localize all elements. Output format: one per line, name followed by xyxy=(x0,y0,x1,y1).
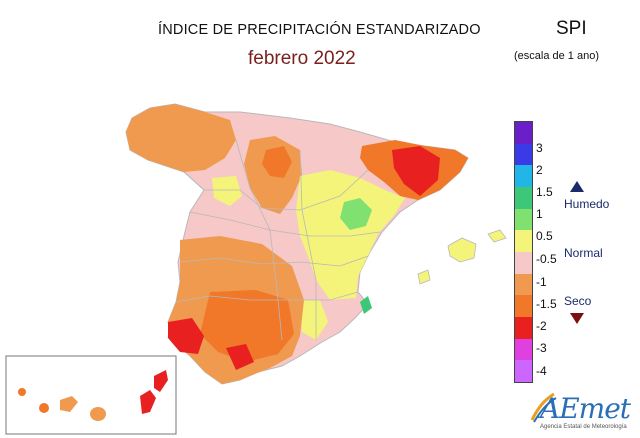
region-south-dry xyxy=(200,290,294,362)
legend-tick-minus-0-5: -0.5 xyxy=(536,252,557,266)
region-south-very-dry xyxy=(168,318,204,354)
aemet-caption: Agencia Estatal de Meteorología xyxy=(540,424,627,430)
legend-category-dry: Seco xyxy=(564,294,592,308)
region-east-wet xyxy=(340,198,372,230)
scale-note: (escala de 1 ano) xyxy=(514,50,599,62)
legend-swatch xyxy=(515,187,532,209)
province-borders xyxy=(175,139,381,341)
island-canary-4 xyxy=(90,407,106,421)
canary-inset-frame xyxy=(5,355,177,435)
legend-swatch xyxy=(515,165,532,188)
legend-tick-minus-1-5: -1.5 xyxy=(536,297,557,311)
legend-tick-0-5: 0.5 xyxy=(536,229,553,243)
region-east-normal xyxy=(296,170,405,300)
island-mallorca xyxy=(447,237,477,263)
legend-swatch xyxy=(515,338,532,361)
legend-tick-1: 1 xyxy=(536,207,543,221)
legend-tick-1-5: 1.5 xyxy=(536,185,553,199)
legend-swatch xyxy=(515,122,532,144)
legend-swatch xyxy=(515,143,532,166)
region-northwest-dry xyxy=(126,104,236,172)
legend-swatch xyxy=(515,252,532,274)
map-period: febrero 2022 xyxy=(248,48,356,69)
region-coast-wet xyxy=(360,296,372,314)
legend-color-bar xyxy=(514,121,533,383)
region-center-normal xyxy=(212,176,242,206)
map-title: ÍNDICE DE PRECIPITACIÓN ESTANDARIZADO xyxy=(158,22,481,38)
legend-swatch xyxy=(515,360,532,383)
legend-tick-minus-1: -1 xyxy=(536,275,547,289)
legend-tick-2: 2 xyxy=(536,163,543,177)
legend-swatch xyxy=(515,295,532,318)
legend-swatch xyxy=(515,317,532,339)
wet-triangle-icon xyxy=(570,181,584,192)
aemet-logo-icon xyxy=(530,392,557,423)
island-canary-5 xyxy=(140,390,156,414)
dry-triangle-icon xyxy=(570,313,584,324)
legend-category-normal: Normal xyxy=(564,246,603,260)
index-code: SPI xyxy=(556,18,587,39)
region-strait-very-dry xyxy=(226,344,254,370)
legend-swatch xyxy=(515,273,532,296)
legend-tick-minus-4: -4 xyxy=(536,364,547,378)
island-canary-1 xyxy=(18,388,26,396)
island-canary-3 xyxy=(60,396,78,412)
island-ibiza xyxy=(417,269,431,285)
aemet-wordmark: AEmet xyxy=(540,392,631,425)
island-canary-6 xyxy=(154,370,168,392)
island-menorca xyxy=(487,229,507,243)
legend-tick-3: 3 xyxy=(536,141,543,155)
legend-tick-minus-3: -3 xyxy=(536,341,547,355)
region-catalonia-very-dry xyxy=(392,146,440,196)
legend-tick-minus-2: -2 xyxy=(536,319,547,333)
region-north-core-dry xyxy=(262,146,292,178)
legend-category-wet: Humedo xyxy=(564,197,610,211)
region-south-center-normal xyxy=(300,300,328,340)
island-canary-2 xyxy=(39,403,49,413)
legend-swatch xyxy=(515,208,532,231)
legend-swatch xyxy=(515,230,532,253)
